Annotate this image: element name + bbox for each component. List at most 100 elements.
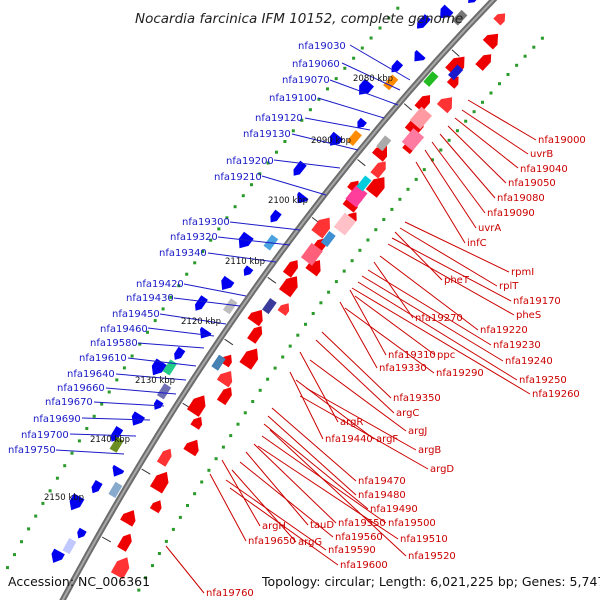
gene-label[interactable]: nfa19000 — [538, 135, 586, 146]
gene-label[interactable]: pheT — [444, 275, 470, 286]
gene-label[interactable]: nfa19220 — [480, 325, 528, 336]
track-dot — [319, 301, 323, 305]
leader-line — [257, 445, 399, 540]
gene-label[interactable]: nfa19350 — [393, 393, 441, 404]
track-dot — [406, 187, 410, 191]
gene-label[interactable]: nfa19260 — [532, 389, 580, 400]
gene-label[interactable]: nfa19170 — [513, 296, 561, 307]
gene-label[interactable]: nfa19470 — [358, 476, 406, 487]
gene-label[interactable]: infC — [467, 238, 487, 249]
track-dot — [266, 377, 270, 381]
gene-label[interactable]: argJ — [408, 426, 427, 437]
gene-label[interactable]: argH — [262, 521, 286, 532]
gene-label[interactable]: nfa19670 — [45, 397, 93, 408]
gene-label[interactable]: nfa19290 — [436, 368, 484, 379]
left-gene-labels: nfa19030 nfa19060 nfa19070 nfa19100 nfa1… — [8, 41, 346, 456]
gene-label[interactable]: nfa19300 — [182, 217, 230, 228]
gene-label[interactable]: nfa19500 — [388, 518, 436, 529]
gene-label[interactable]: nfa19330 — [379, 363, 427, 374]
gene-label[interactable]: rpmI — [511, 267, 534, 278]
track-dot — [115, 378, 119, 382]
track-dot — [243, 411, 247, 415]
gene-label[interactable]: nfa19650 — [248, 536, 296, 547]
gene-label[interactable]: nfa19130 — [243, 129, 291, 140]
gene-label[interactable]: pheS — [516, 310, 541, 321]
kbp-label: 2080 kbp — [353, 74, 393, 84]
gene-label[interactable]: nfa19490 — [370, 504, 418, 515]
feature-block — [383, 74, 399, 91]
gene-label[interactable]: nfa19320 — [170, 232, 218, 243]
track-dot — [398, 197, 402, 201]
gene-label[interactable]: nfa19750 — [8, 445, 56, 456]
feature-block — [356, 175, 372, 192]
track-dot — [515, 63, 519, 67]
gene-label[interactable]: nfa19250 — [519, 375, 567, 386]
gene-label[interactable]: nfa19600 — [340, 560, 388, 571]
gene-label[interactable]: nfa19340 — [159, 248, 207, 259]
leader-line — [267, 415, 357, 496]
leader-line — [391, 237, 512, 302]
gene-label[interactable]: nfa19420 — [136, 279, 184, 290]
leader-line — [373, 261, 414, 319]
gene-label[interactable]: nfa19080 — [497, 193, 545, 204]
gene-label[interactable]: nfa19050 — [508, 178, 556, 189]
track-dot — [178, 515, 182, 519]
gene-label[interactable]: nfa19210 — [214, 172, 262, 183]
gene-label[interactable]: argC — [396, 408, 419, 419]
gene-label[interactable]: nfa19100 — [269, 93, 317, 104]
gene-label[interactable]: nfa19070 — [282, 75, 330, 86]
gene-label[interactable]: nfa19200 — [226, 156, 274, 167]
gene-label[interactable]: nfa19060 — [292, 59, 340, 70]
gene-label[interactable]: nfa19040 — [520, 164, 568, 175]
gene-label[interactable]: nfa19030 — [298, 41, 346, 52]
gene-label[interactable]: nfa19430 — [126, 293, 174, 304]
gene-label[interactable]: nfa19230 — [493, 340, 541, 351]
red-gene-arrow — [311, 217, 330, 239]
gene-label[interactable]: nfa19450 — [112, 309, 160, 320]
gene-label[interactable]: uvrB — [530, 149, 553, 160]
gene-label[interactable]: nfa19240 — [505, 356, 553, 367]
gene-label[interactable]: uvrA — [478, 223, 501, 234]
leader-line — [69, 433, 137, 437]
gene-label[interactable]: nfa19690 — [33, 414, 81, 425]
gene-label[interactable]: nfa19120 — [255, 113, 303, 124]
gene-label[interactable]: argG — [298, 537, 322, 548]
gene-label[interactable]: nfa19480 — [358, 490, 406, 501]
red-gene-arrow — [149, 500, 162, 514]
gene-label[interactable]: tauD — [310, 520, 334, 531]
gene-label[interactable]: nfa19660 — [57, 383, 105, 394]
gene-label[interactable]: nfa19590 — [328, 545, 376, 556]
gene-label[interactable]: nfa19640 — [67, 369, 115, 380]
gene-label[interactable]: nfa19090 — [487, 208, 535, 219]
gene-label[interactable]: nfa19310 — [388, 350, 436, 361]
gene-label[interactable]: nfa19510 — [400, 534, 448, 545]
gene-label[interactable]: argR — [340, 417, 363, 428]
gene-label[interactable]: rplT — [499, 281, 519, 292]
gene-label[interactable]: nfa19560 — [335, 532, 383, 543]
gene-label[interactable]: argF — [376, 434, 398, 445]
gene-label[interactable]: ppc — [437, 350, 455, 361]
leader-line — [115, 373, 187, 381]
gene-label[interactable]: nfa19610 — [79, 353, 127, 364]
feature-block — [108, 481, 123, 498]
gene-label[interactable]: nfa19440 — [325, 434, 373, 445]
gene-label[interactable]: nfa19760 — [206, 588, 254, 599]
gene-label[interactable]: nfa19460 — [100, 324, 148, 335]
leader-line — [357, 281, 518, 381]
red-gene-arrow — [120, 510, 136, 527]
track-dot — [532, 45, 536, 49]
gene-label[interactable]: nfa19520 — [408, 551, 456, 562]
gene-label[interactable]: argD — [430, 464, 454, 475]
gene-label[interactable]: nfa19270 — [415, 313, 463, 324]
gene-label[interactable]: argB — [418, 445, 441, 456]
track-dot — [241, 194, 245, 198]
track-dot — [273, 366, 277, 370]
gene-label[interactable]: nfa19700 — [21, 430, 69, 441]
track-dot — [233, 205, 237, 209]
gene-label[interactable]: nfa19550 — [338, 518, 386, 529]
gene-label[interactable]: nfa19580 — [90, 338, 138, 349]
track-dot — [366, 238, 370, 242]
track-dot — [137, 588, 141, 592]
track-dot — [151, 564, 154, 568]
red-gene-arrow — [365, 177, 385, 198]
